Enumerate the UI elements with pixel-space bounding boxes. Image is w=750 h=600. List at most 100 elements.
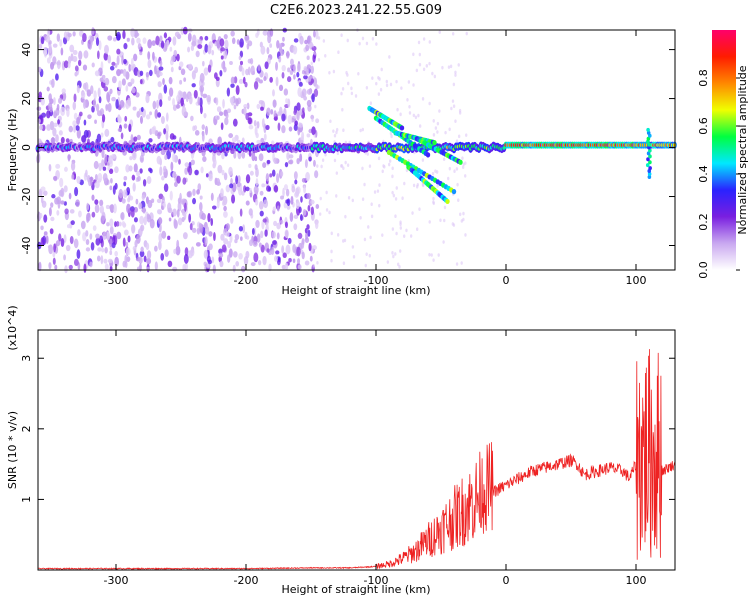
spectrogram-noise-blob [418, 207, 421, 211]
spectrogram-branch-cell [458, 159, 463, 165]
spectrogram-noise-blob [40, 186, 46, 192]
spectrogram-noise-blob [46, 57, 51, 64]
spectrogram-noise-blob [49, 228, 54, 235]
spectrogram-noise-blob [412, 83, 415, 87]
spectrogram-noise-blob [262, 30, 268, 36]
spectrogram-noise-blob [98, 96, 102, 104]
spectrogram-noise-blob [441, 65, 444, 70]
spectrogram-noise-blob [102, 231, 107, 240]
spectrogram-noise-blob [147, 59, 152, 69]
spectrogram-noise-blob [253, 120, 257, 127]
spectrogram-noise-blob [415, 227, 419, 232]
spectrogram-noise-blob [48, 163, 52, 172]
spectrogram-noise-blob [315, 204, 320, 209]
spectrogram-noise-blob [107, 165, 111, 171]
spectrogram-noise-blob [210, 192, 214, 201]
spectrogram-noise-blob [64, 166, 68, 172]
spectrogram-noise-blob [197, 96, 201, 106]
spectrogram-noise-blob [191, 70, 196, 80]
spectrogram-noise-blob [368, 253, 371, 258]
spectrogram-noise-blob [250, 262, 256, 267]
spectrogram-noise-blob [126, 256, 131, 262]
spectrogram-noise-blob [146, 176, 152, 185]
spectrogram-noise-blob [361, 197, 365, 201]
spectrogram-noise-blob [313, 51, 316, 56]
spectrogram-noise-blob [194, 169, 199, 176]
spectrogram-noise-blob [107, 258, 113, 264]
spectrogram-noise-blob [442, 240, 445, 244]
spectrogram-noise-blob [188, 213, 192, 223]
spectrogram-noise-blob [154, 245, 158, 252]
spectrogram-noise-blob [245, 174, 251, 184]
spectrogram-noise-blob [195, 50, 200, 58]
spectrogram-noise-blob [286, 204, 291, 210]
spectrogram-noise-blob [103, 258, 108, 264]
snr-background [38, 330, 675, 570]
spectrogram-noise-blob [460, 261, 463, 265]
x-tick-label: -300 [104, 574, 129, 587]
spectrogram-noise-blob [150, 126, 156, 135]
spectrogram-noise-blob [55, 73, 59, 81]
spectrogram-noise-blob [107, 102, 112, 113]
spectrogram-noise-blob [121, 55, 124, 65]
spectrogram-noise-blob [73, 238, 79, 249]
spectrogram-noise-blob [82, 32, 87, 43]
spectrogram-noise-blob [82, 99, 87, 109]
spectrogram-noise-blob [289, 69, 294, 76]
spectrogram-noise-blob [304, 159, 308, 169]
spectrogram-noise-blob [105, 104, 109, 112]
spectrogram-noise-blob [215, 97, 219, 106]
spectrogram-noise-blob [434, 169, 437, 173]
spectrogram-noise-blob [39, 124, 44, 131]
spectrogram-noise-blob [228, 133, 234, 139]
spectrogram-noise-blob [183, 77, 187, 82]
spectrogram-noise-blob [53, 243, 56, 253]
spectrogram-noise-blob [428, 252, 431, 257]
spectrogram-noise-blob [89, 233, 93, 240]
spectrogram-noise-blob [262, 162, 267, 169]
colorbar-tick-label: 0.8 [697, 69, 710, 87]
spectrogram-noise-blob [191, 83, 196, 88]
spectrogram-noise-blob [130, 27, 135, 38]
spectrogram-noise-blob [223, 205, 227, 212]
spectrogram-noise-blob [199, 97, 203, 108]
spectrogram-noise-blob [205, 173, 209, 178]
spectrogram-noise-blob [230, 83, 235, 88]
spectrogram-noise-blob [168, 76, 173, 85]
spectrogram-noise-blob [142, 37, 147, 44]
spectrogram-noise-blob [125, 241, 129, 248]
spectrogram-noise-blob [139, 51, 143, 56]
spectrogram-noise-blob [161, 175, 165, 181]
spectrogram-noise-blob [258, 201, 264, 210]
spectrogram-noise-blob [223, 49, 228, 60]
spectrogram-noise-blob [93, 90, 97, 100]
spectrogram-noise-blob [311, 43, 315, 48]
spectrogram-noise-blob [125, 85, 129, 92]
spectrogram-noise-blob [143, 255, 147, 263]
spectrogram-noise-blob [340, 33, 343, 38]
spectrogram-noise-blob [239, 208, 243, 217]
figure-title: C2E6.2023.241.22.55.G09 [270, 3, 442, 18]
spectrogram-noise-blob [63, 234, 67, 243]
spectrogram-spike-cell [648, 154, 652, 159]
spectrogram-noise-blob [228, 166, 233, 176]
spectrogram-noise-blob [158, 92, 163, 102]
spectrogram-noise-blob [56, 209, 60, 216]
spectrogram-noise-blob [264, 61, 269, 70]
spectrogram-noise-blob [288, 257, 292, 263]
snr-y-multiplier: (x10^4) [6, 305, 19, 350]
spectrogram-noise-blob [179, 79, 183, 85]
spectrogram-y-ticks: 40 20 0 -20 -40 [20, 43, 675, 254]
spectrogram-noise-blob [418, 62, 422, 67]
spectrogram-noise-blob [216, 39, 221, 49]
spectrogram-noise-blob [313, 159, 316, 167]
spectrogram-noise-blob [399, 112, 402, 117]
spectrogram-noise-blob [257, 260, 262, 266]
spectrogram-noise-blob [39, 212, 43, 219]
spectrogram-noise-blob [52, 175, 58, 181]
spectrogram-noise-blob [180, 97, 185, 107]
spectrogram-noise-blob [439, 218, 442, 223]
spectrogram-noise-blob [77, 229, 81, 237]
spectrogram-noise-blob [81, 135, 87, 143]
spectrogram-noise-blob [330, 249, 333, 254]
